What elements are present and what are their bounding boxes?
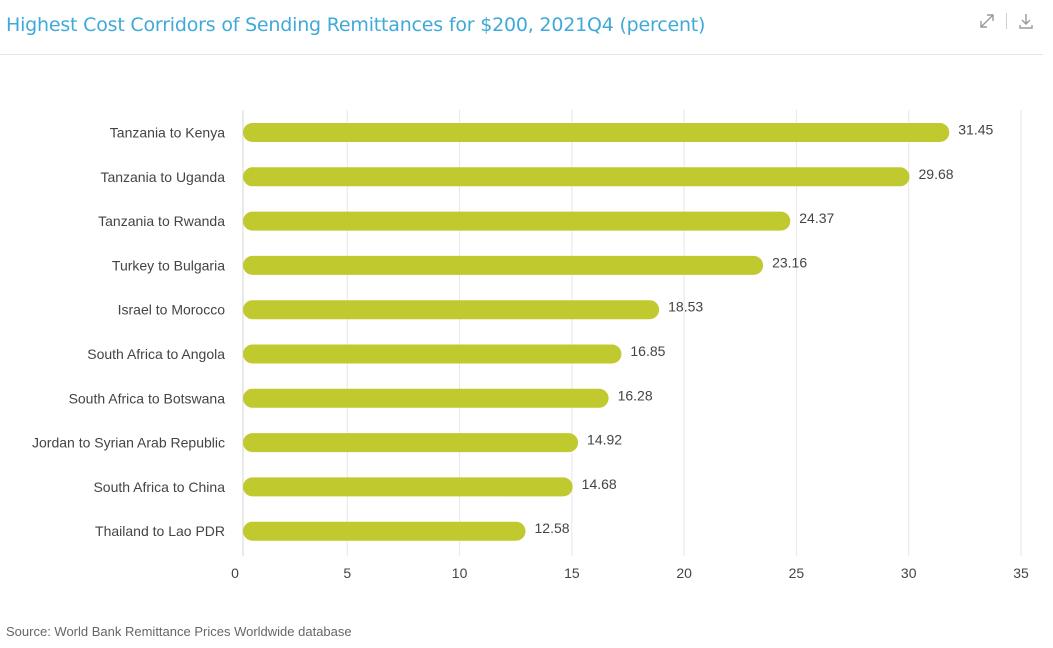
bar [243, 255, 764, 275]
chart-toolbar [978, 12, 1035, 30]
bar [243, 211, 791, 231]
bar [243, 433, 579, 453]
data-label: 16.28 [618, 387, 653, 403]
download-icon[interactable] [1017, 12, 1035, 30]
category-label: South Africa to China [93, 479, 225, 495]
category-label: Jordan to Syrian Arab Republic [32, 435, 225, 451]
bar [243, 521, 526, 541]
expand-icon[interactable] [978, 12, 996, 30]
category-label: South Africa to Angola [87, 346, 225, 362]
data-label: 12.58 [535, 520, 570, 536]
x-tick-label: 25 [789, 565, 805, 581]
data-label: 23.16 [772, 254, 807, 270]
x-tick-label: 20 [676, 565, 692, 581]
data-label: 24.37 [799, 210, 834, 226]
category-label: South Africa to Botswana [69, 390, 226, 406]
data-label: 18.53 [668, 299, 703, 315]
bar [243, 300, 660, 320]
data-label: 16.85 [630, 343, 665, 359]
chart-title: Highest Cost Corridors of Sending Remitt… [6, 14, 706, 36]
x-tick-label: 35 [1013, 565, 1029, 581]
x-tick-label: 5 [343, 565, 351, 581]
category-label: Tanzania to Kenya [110, 125, 225, 141]
x-tick-label: 15 [564, 565, 580, 581]
category-label: Thailand to Lao PDR [95, 523, 225, 539]
data-label: 31.45 [958, 122, 993, 138]
x-tick-label: 30 [901, 565, 917, 581]
bar [243, 167, 910, 187]
data-label: 14.68 [582, 476, 617, 492]
source-note: Source: World Bank Remittance Prices Wor… [6, 624, 352, 639]
x-tick-label: 10 [452, 565, 468, 581]
bar [243, 123, 950, 142]
data-label: 14.92 [587, 432, 622, 448]
category-label: Israel to Morocco [118, 302, 226, 318]
bar [243, 477, 573, 497]
chart-header: Highest Cost Corridors of Sending Remitt… [0, 0, 1043, 55]
bar [243, 344, 622, 364]
x-tick-label: 0 [231, 565, 239, 581]
bar [243, 388, 609, 408]
category-label: Tanzania to Rwanda [98, 213, 225, 229]
category-label: Tanzania to Uganda [100, 169, 225, 185]
data-label: 29.68 [919, 166, 954, 182]
bar-chart: 0 5 10 15 20 25 30 35 Tanzania to Kenya 31.45 Tanz… [32, 110, 1029, 581]
toolbar-divider [1006, 13, 1007, 29]
category-label: Turkey to Bulgaria [112, 257, 225, 273]
